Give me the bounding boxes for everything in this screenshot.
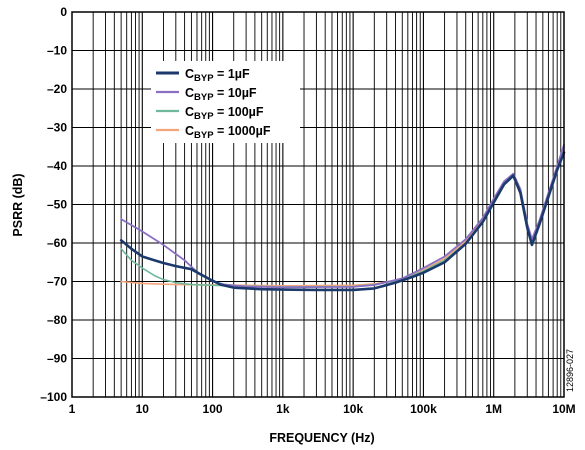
y-tick-label: –60 (47, 236, 67, 250)
legend: CBYP = 1µF CBYP = 10µF CBYP = 100µF CBYP = … (151, 61, 300, 143)
y-tick-label: –30 (47, 121, 67, 135)
x-tick-label: 10 (136, 402, 150, 416)
series-line (119, 151, 566, 292)
y-tick-label: –90 (47, 352, 67, 366)
series-lines (119, 143, 566, 292)
x-tick-labels: 1 10 100 1k 10k 100k 1M 10M (69, 402, 576, 416)
x-tick-label: 1 (69, 402, 76, 416)
legend-entry-label: CBYP = 100µF (185, 105, 264, 122)
y-axis-label: PSRR (dB) (11, 173, 25, 236)
legend-entry-label: CBYP = 1000µF (185, 124, 271, 141)
y-tick-label: –100 (40, 390, 67, 404)
legend-entry-label: CBYP = 1µF (185, 67, 250, 84)
y-tick-label: –20 (47, 82, 67, 96)
y-tick-label: –10 (47, 44, 67, 58)
y-tick-label: –80 (47, 313, 67, 327)
legend-entry-label: CBYP = 10µF (185, 86, 257, 103)
x-tick-label: 1M (485, 402, 502, 416)
plot-frame (71, 11, 565, 398)
y-tick-labels: 0 –10 –20 –30 –40 –50 –60 –70 –80 –90 –100 (40, 5, 67, 404)
x-tick-label: 1k (276, 402, 290, 416)
y-tick-label: –40 (47, 159, 67, 173)
y-tick-label: –50 (47, 198, 67, 212)
x-tick-label: 10k (343, 402, 363, 416)
x-tick-label: 100k (410, 402, 437, 416)
y-tick-label: 0 (60, 5, 67, 19)
x-tick-label: 10M (552, 402, 575, 416)
figure-code: 12896-027 (565, 349, 575, 392)
y-tick-label: –70 (47, 275, 67, 289)
x-axis-label: FREQUENCY (Hz) (269, 431, 374, 445)
x-tick-label: 100 (203, 402, 223, 416)
